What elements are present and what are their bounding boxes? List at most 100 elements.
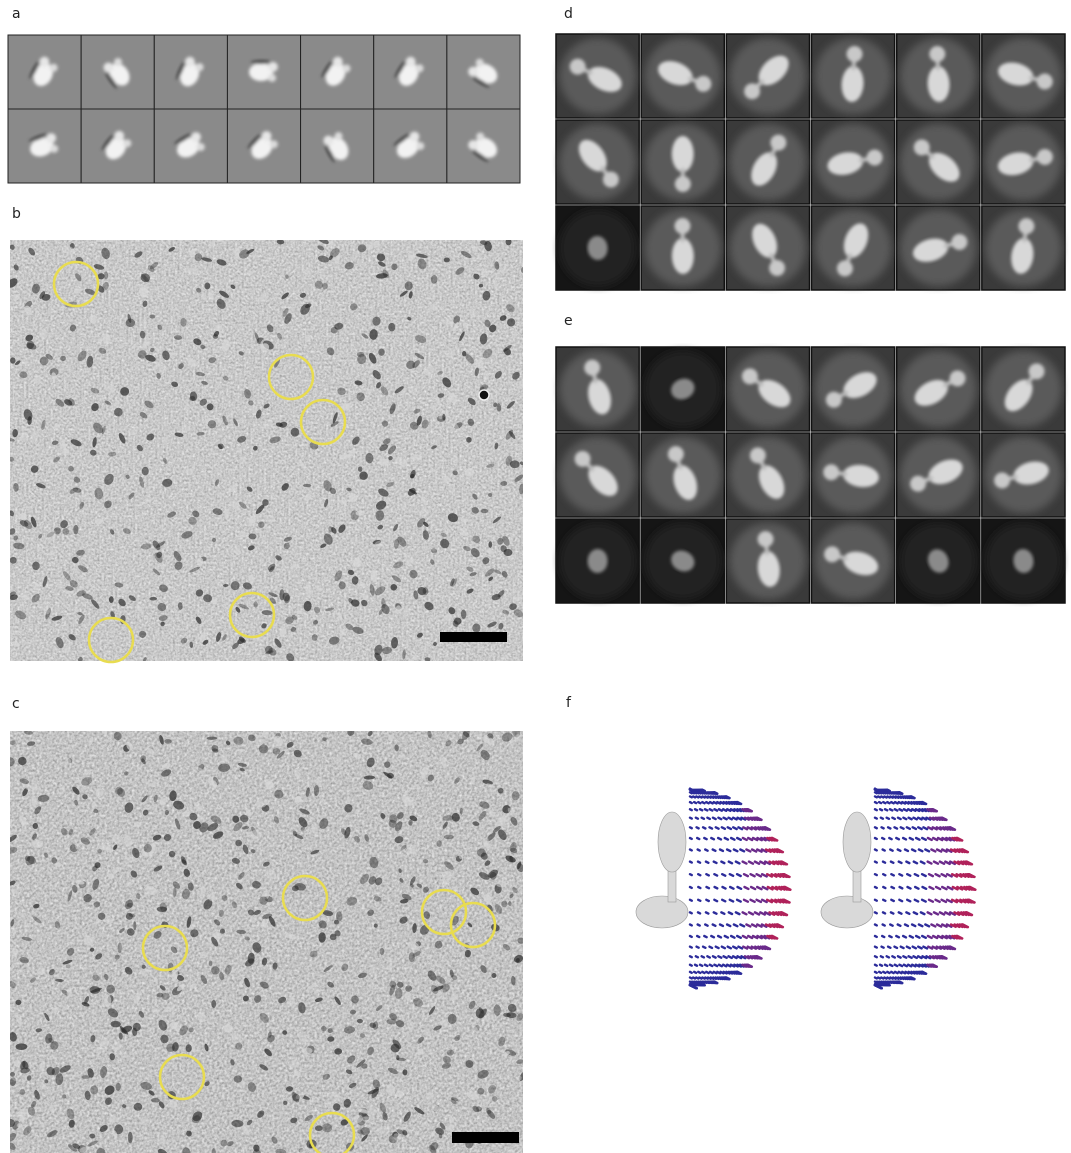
orientation-rod <box>698 887 700 888</box>
orientation-rod <box>929 887 933 889</box>
orientation-rod <box>931 925 935 927</box>
orientation-rod <box>725 936 728 938</box>
orientation-rod <box>891 887 893 888</box>
orientation-rod <box>719 809 722 810</box>
orientation-rod <box>740 849 744 851</box>
orientation-rod <box>884 796 886 797</box>
orientation-rod <box>919 925 922 927</box>
orientation-rod <box>743 947 747 949</box>
orientation-rod <box>898 849 901 850</box>
orientation-rod <box>909 818 912 820</box>
orientation-rod <box>695 809 697 810</box>
orientation-rod <box>729 956 732 958</box>
orientation-rod <box>744 874 748 876</box>
panel-label: e <box>564 313 573 329</box>
orientation-rod <box>887 790 889 791</box>
orientation-rod <box>875 956 877 957</box>
orientation-rod <box>921 912 925 914</box>
orientation-rod <box>937 849 941 851</box>
orientation-rod <box>721 912 724 913</box>
orientation-rod <box>690 809 692 810</box>
orientation-rod <box>891 972 893 973</box>
orientation-rod <box>733 818 736 820</box>
orientation-rod <box>912 849 915 851</box>
orientation-rod <box>740 925 744 927</box>
orientation-rod <box>885 965 887 966</box>
orientation-rod <box>911 796 914 798</box>
orientation-rod <box>881 796 883 797</box>
orientation-rod <box>706 802 708 803</box>
orientation-rod <box>706 912 708 913</box>
orientation-rod <box>907 887 910 889</box>
orientation-rod <box>891 874 893 875</box>
orientation-rod <box>697 947 699 948</box>
orientation-rod <box>907 827 910 829</box>
density-speckle <box>386 1019 397 1024</box>
orientation-rod <box>699 796 701 797</box>
orientation-rod <box>887 956 889 957</box>
orientation-rod <box>883 900 885 901</box>
orientation-rod <box>887 818 889 819</box>
orientation-rod <box>749 862 753 864</box>
orientation-rod <box>738 887 742 889</box>
orientation-rod <box>706 874 708 875</box>
orientation-rod <box>755 912 759 914</box>
orientation-rod <box>879 972 881 973</box>
orientation-rod <box>714 912 717 913</box>
orientation-rod <box>744 887 748 889</box>
orientation-rod <box>889 936 891 937</box>
class-averages-d <box>556 34 1065 290</box>
orientation-rod <box>922 874 926 876</box>
orientation-rod <box>898 818 901 819</box>
orientation-rod <box>715 792 718 793</box>
orientation-rod <box>731 838 734 840</box>
orientation-rod <box>888 827 890 828</box>
orientation-rod <box>757 887 761 889</box>
orientation-rod <box>925 925 929 927</box>
orientation-rod <box>891 900 893 901</box>
orientation-rod <box>696 978 698 979</box>
orientation-rod <box>875 947 877 948</box>
orientation-rod <box>899 874 902 875</box>
orientation-rod <box>743 862 747 864</box>
page: a b c d e f (() => { const data = JSON.p… <box>0 0 1071 1153</box>
orientation-rod <box>725 838 728 840</box>
orientation-rod <box>875 887 877 888</box>
orientation-rod <box>738 947 742 949</box>
orientation-rod <box>883 912 885 913</box>
orientation-rod <box>895 972 898 973</box>
orientation-rod <box>730 874 733 876</box>
orientation-rod <box>928 827 932 829</box>
orientation-rod <box>880 809 882 810</box>
orientation-rod <box>690 965 692 966</box>
orientation-rod <box>948 887 953 889</box>
orientation-rod <box>718 838 721 839</box>
density-speckle <box>24 358 28 364</box>
orientation-rod <box>925 849 929 851</box>
orientation-rod <box>900 982 903 983</box>
density-speckle <box>60 787 66 792</box>
orientation-rod <box>715 887 718 888</box>
orientation-rod <box>702 984 704 985</box>
particle-body <box>672 136 694 172</box>
orientation-rod <box>913 947 916 949</box>
orientation-rod <box>690 925 692 926</box>
orientation-rod <box>875 900 877 901</box>
particle <box>672 136 694 192</box>
orientation-rod <box>882 838 884 839</box>
orientation-rod <box>738 802 742 804</box>
orientation-rod <box>887 802 889 803</box>
orientation-rod <box>931 849 935 851</box>
orientation-rod <box>733 947 736 949</box>
orientation-rod <box>738 827 742 829</box>
orientation-rod <box>881 818 883 819</box>
orientation-rod <box>751 900 755 902</box>
orientation-rod <box>690 838 692 839</box>
class-averages-a <box>8 35 520 183</box>
orientation-rod <box>746 849 750 851</box>
orientation-rod <box>892 956 894 957</box>
orientation-rod <box>891 912 893 913</box>
orientation-rod <box>918 818 921 820</box>
orientation-rod <box>716 827 719 828</box>
orientation-rod <box>727 925 730 927</box>
